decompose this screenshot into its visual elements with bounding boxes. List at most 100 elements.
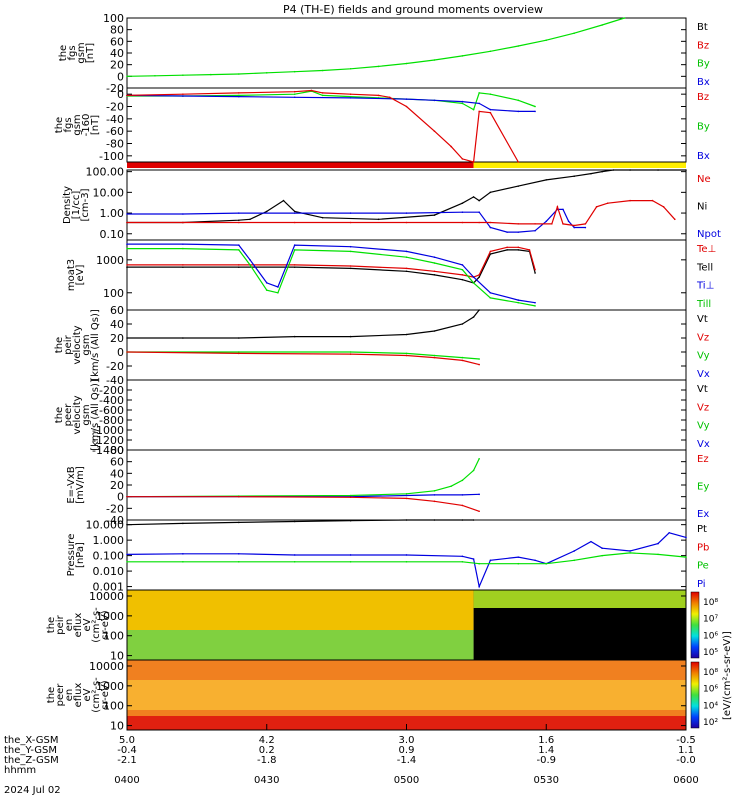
data-point (534, 305, 536, 307)
y-tick-label: 1000 (96, 680, 124, 693)
data-point (433, 500, 436, 503)
y-tick-label: 10000 (89, 590, 124, 603)
colorbar-bar (690, 591, 700, 659)
data-point (601, 547, 603, 550)
y-tick-label: -80 (106, 138, 124, 151)
data-point (293, 221, 296, 224)
data-point (433, 130, 436, 132)
legend-label: By (697, 59, 710, 70)
data-point (238, 264, 240, 266)
data-point (126, 523, 128, 526)
data-point (573, 224, 575, 227)
y-tick-label: 60 (110, 304, 124, 317)
data-point (517, 249, 520, 251)
data-point (293, 70, 296, 73)
data-point (405, 560, 408, 563)
x-row-label: the_Y-GSM (4, 745, 57, 756)
data-point (623, 17, 626, 19)
y-axis-label: the (58, 45, 69, 61)
data-point (461, 264, 464, 266)
y-axis-label: (cm²-s- (91, 677, 102, 713)
legend-label: Bt (697, 22, 708, 33)
colorbar-axis-label: [eV/(cm²-s-sr-eV)] (722, 631, 733, 720)
data-point (182, 266, 184, 268)
y-tick-label: -200 (99, 384, 124, 397)
y-axis-label: gsm (76, 42, 87, 63)
y-axis-label: [nT] (85, 43, 96, 63)
y-axis-label: the (46, 687, 57, 703)
data-point (238, 221, 240, 224)
data-point (293, 210, 296, 213)
y-axis-label: moat3 (66, 259, 77, 291)
data-point (349, 245, 352, 248)
data-point (450, 145, 453, 148)
y-axis-label: [km/s (All Qs)] (90, 309, 101, 381)
data-point (405, 354, 408, 357)
y-tick-label: 10.000 (86, 519, 125, 532)
colorbar-9: 10⁸ 10⁶ 10⁴ 10² (690, 661, 718, 729)
data-point (461, 356, 464, 359)
data-point (651, 199, 654, 202)
data-point (461, 202, 464, 204)
data-point (472, 469, 475, 472)
data-point (126, 221, 128, 224)
data-point (601, 24, 603, 26)
data-point (405, 494, 408, 497)
data-point (517, 556, 520, 558)
legend-label: Pi (697, 579, 706, 590)
data-point (238, 249, 240, 251)
panels: -20020406080100thefgsgsm[nT]BtBzByBx-100… (46, 12, 721, 733)
panel-frame (126, 87, 687, 163)
data-point (534, 110, 536, 113)
data-point (595, 206, 598, 208)
data-point (182, 221, 184, 224)
data-point (461, 555, 464, 558)
data-point (349, 97, 352, 99)
data-point (685, 556, 687, 558)
data-point (461, 55, 464, 57)
data-point (182, 213, 184, 215)
y-axis-label: fgs (63, 117, 74, 132)
data-point (349, 351, 352, 353)
y-axis-label: [mV/m] (75, 466, 86, 504)
data-point (349, 353, 352, 355)
data-point (182, 74, 184, 76)
data-point (489, 191, 492, 194)
data-point (478, 358, 480, 360)
data-point (517, 231, 520, 233)
data-point (472, 282, 475, 284)
data-point (534, 223, 536, 225)
data-point (293, 96, 296, 99)
series-line (127, 246, 536, 278)
x-row-value: 1.6 (538, 735, 554, 746)
data-point (238, 352, 240, 355)
data-point (506, 249, 508, 251)
y-axis-label: [1/cc] (71, 191, 82, 220)
data-point (405, 256, 408, 259)
data-point (265, 289, 268, 291)
data-point (517, 223, 520, 225)
data-point (249, 218, 251, 221)
data-point (293, 90, 296, 93)
data-point (293, 520, 296, 523)
data-point (210, 73, 212, 76)
x-tick-label: 0430 (254, 775, 279, 786)
y-axis-label: gsm (72, 114, 83, 135)
data-point (182, 553, 184, 555)
data-point (461, 102, 464, 105)
data-point (238, 219, 240, 222)
colorbar-tick-label: 10⁴ (703, 701, 718, 711)
data-point (562, 208, 564, 211)
data-point (478, 199, 480, 202)
data-point (657, 553, 659, 556)
data-point (461, 158, 464, 160)
panel-frame (126, 239, 687, 311)
y-tick-label: 40 (110, 318, 124, 331)
y-tick-label: -20 (106, 101, 124, 114)
data-point (126, 243, 128, 245)
y-axis-label: gsm (81, 334, 92, 355)
data-point (293, 335, 296, 338)
data-point (321, 216, 324, 219)
data-point (405, 352, 408, 355)
x-row-label: the_Z-GSM (4, 755, 59, 766)
